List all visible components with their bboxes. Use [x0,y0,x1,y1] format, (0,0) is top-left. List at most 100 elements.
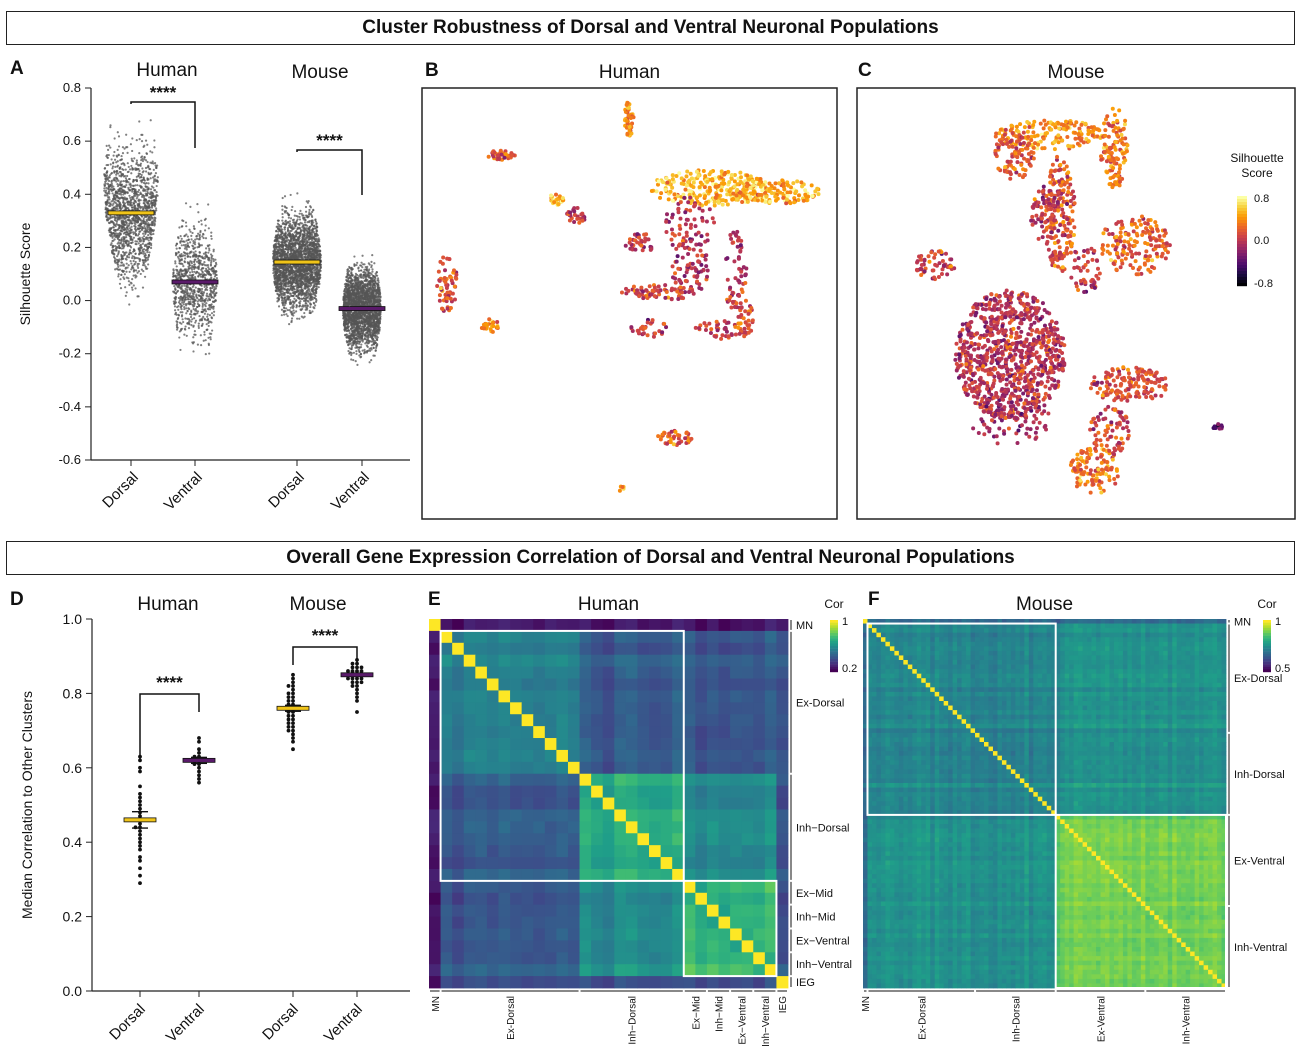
data-point [131,149,134,153]
data-point [142,177,145,180]
data-point [276,225,279,228]
data-point [152,162,155,165]
data-point [185,271,188,275]
data-point [304,308,307,311]
data-point [191,231,194,235]
data-point [125,291,128,294]
data-point [283,288,286,291]
data-point [283,195,287,198]
data-point [192,336,195,339]
data-point [272,271,275,275]
data-point [106,182,109,185]
data-point [133,206,137,209]
data-point [128,249,132,252]
data-point [201,271,204,274]
panel-letter-f: F [868,589,880,610]
data-point [140,133,143,136]
data-point [282,240,285,243]
data-point [204,224,207,227]
data-point [212,257,215,261]
data-point [174,297,177,301]
data-point [178,247,181,250]
data-point [203,333,206,336]
data-point [148,196,151,199]
data-point [287,256,290,259]
data-point [288,240,292,243]
data-point [131,288,134,291]
data-point [190,324,193,327]
data-point [199,229,202,233]
data-point [312,278,315,281]
data-point [181,318,184,321]
data-point [119,286,123,290]
data-point [131,180,135,183]
data-point [280,235,283,238]
data-point [141,286,145,289]
data-point [118,235,121,238]
data-point [314,304,317,307]
data-point [178,262,181,265]
data-point [315,267,319,270]
data-point [152,181,155,184]
data-point [272,255,275,258]
data-point [313,250,317,254]
data-point [177,308,180,311]
data-point [127,165,130,169]
data-point [143,225,146,228]
data-point [275,286,278,289]
data-point [303,230,306,234]
data-point [201,324,204,327]
data-point [151,220,154,223]
data-point [283,226,286,229]
beeswarm-mouse-dorsal [272,192,323,326]
data-point [197,238,200,241]
data-point [195,305,199,309]
data-point [299,249,302,252]
data-point [115,194,119,197]
data-point [125,229,128,232]
y-tick-label: -0.2 [59,346,81,361]
data-point [287,216,290,219]
data-point [280,314,283,317]
data-point [205,292,209,295]
data-point [312,306,315,309]
data-point [189,315,193,319]
data-point [293,311,296,314]
data-point [272,269,275,272]
data-point [124,168,127,171]
data-point [202,267,205,270]
data-point [133,227,137,231]
data-point [285,236,289,239]
data-point [202,291,206,294]
data-point [197,290,200,294]
data-point [293,252,296,255]
data-point [192,350,195,353]
data-point [145,236,148,239]
data-point [313,302,316,305]
data-point [277,298,281,301]
data-point [311,310,314,313]
data-point [193,266,196,269]
data-point [315,232,318,235]
data-point [131,187,134,191]
data-point [153,146,156,149]
data-point [190,310,193,314]
data-point [293,288,296,291]
data-point [113,150,116,154]
data-point [186,253,189,256]
data-point [207,227,210,230]
data-point [207,266,210,269]
data-point [292,249,296,253]
data-point [204,264,207,267]
data-point [113,260,116,263]
data-point [301,256,304,259]
data-point [134,216,138,219]
data-point [213,275,217,278]
data-point [181,225,184,228]
data-point [123,202,127,205]
data-point [288,242,291,245]
data-point [201,255,204,258]
data-point [182,243,186,247]
data-point [173,284,176,288]
data-point [294,225,297,228]
